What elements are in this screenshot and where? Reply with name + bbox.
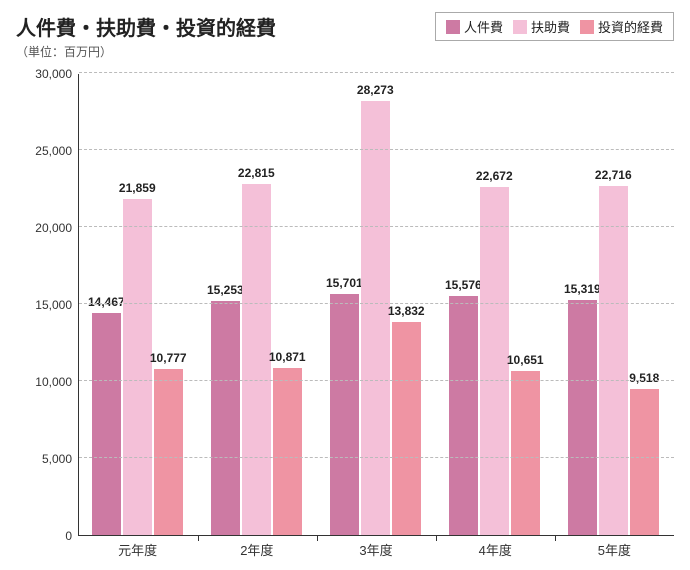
grid-line [79, 380, 674, 381]
grid-line [79, 303, 674, 304]
legend-swatch [513, 20, 527, 34]
bar-value-label: 22,815 [238, 166, 275, 180]
bar-value-label: 15,253 [207, 283, 244, 297]
legend-label: 投資的経費 [598, 17, 663, 36]
y-axis-unit-label: （単位：百万円） [16, 43, 674, 60]
legend-label: 人件費 [464, 17, 503, 36]
x-tick-label: 4年度 [436, 536, 555, 560]
bar-value-label: 22,672 [476, 169, 513, 183]
bar-value-label: 13,832 [388, 304, 425, 318]
x-axis-labels: 元年度2年度3年度4年度5年度 [78, 536, 674, 560]
x-tick-label: 2年度 [197, 536, 316, 560]
grid-line [79, 457, 674, 458]
bar-value-label: 28,273 [357, 83, 394, 97]
legend-item: 扶助費 [513, 17, 570, 36]
bar-value-label: 21,859 [119, 181, 156, 195]
bar: 10,777 [154, 369, 183, 535]
bar: 15,253 [211, 301, 240, 535]
bar-value-label: 14,467 [88, 295, 125, 309]
y-tick-label: 15,000 [35, 298, 72, 312]
bar-group: 15,70128,27313,832 [317, 74, 436, 535]
legend-item: 人件費 [446, 17, 503, 36]
bar-value-label: 9,518 [629, 371, 659, 385]
y-tick-label: 10,000 [35, 375, 72, 389]
grid-line [79, 72, 674, 73]
legend: 人件費 扶助費 投資的経費 [435, 12, 674, 41]
plot-area: 14,46721,85910,77715,25322,81510,87115,7… [78, 74, 674, 536]
bar: 22,815 [242, 184, 271, 535]
bar: 10,651 [511, 371, 540, 535]
y-tick-label: 30,000 [35, 67, 72, 81]
y-tick-label: 20,000 [35, 221, 72, 235]
legend-item: 投資的経費 [580, 17, 663, 36]
legend-label: 扶助費 [531, 17, 570, 36]
bar-group: 15,25322,81510,871 [198, 74, 317, 535]
y-tick-label: 25,000 [35, 144, 72, 158]
bar-value-label: 15,576 [445, 278, 482, 292]
bar-value-label: 22,716 [595, 168, 632, 182]
bar: 22,716 [599, 186, 628, 535]
x-tick-label: 5年度 [555, 536, 674, 560]
bar: 13,832 [392, 322, 421, 535]
bar: 21,859 [123, 199, 152, 535]
bar-value-label: 10,651 [507, 353, 544, 367]
bar-value-label: 15,319 [564, 282, 601, 296]
x-tick-label: 3年度 [316, 536, 435, 560]
legend-swatch [446, 20, 460, 34]
bar-group: 14,46721,85910,777 [79, 74, 198, 535]
y-tick-label: 5,000 [42, 452, 72, 466]
x-tick-label: 元年度 [78, 536, 197, 560]
bar: 10,871 [273, 368, 302, 535]
grid-line [79, 226, 674, 227]
bar-value-label: 15,701 [326, 276, 363, 290]
bar: 15,576 [449, 296, 478, 535]
bar: 14,467 [92, 313, 121, 535]
bar-group: 15,31922,7169,518 [555, 74, 674, 535]
chart-title: 人件費・扶助費・投資的経費 [16, 12, 276, 41]
bar: 9,518 [630, 389, 659, 535]
bar-value-label: 10,777 [150, 351, 187, 365]
bar-value-label: 10,871 [269, 350, 306, 364]
bar-group: 15,57622,67210,651 [436, 74, 555, 535]
bar-chart: 0 5,000 10,000 15,000 20,000 25,000 30,000 14,… [16, 66, 674, 560]
y-tick-label: 0 [65, 529, 72, 543]
legend-swatch [580, 20, 594, 34]
bar: 15,701 [330, 294, 359, 535]
bar: 28,273 [361, 101, 390, 535]
bar: 15,319 [568, 300, 597, 535]
grid-line [79, 149, 674, 150]
bar: 22,672 [480, 187, 509, 535]
y-axis-ticks: 0 5,000 10,000 15,000 20,000 25,000 30,000 [16, 66, 78, 560]
